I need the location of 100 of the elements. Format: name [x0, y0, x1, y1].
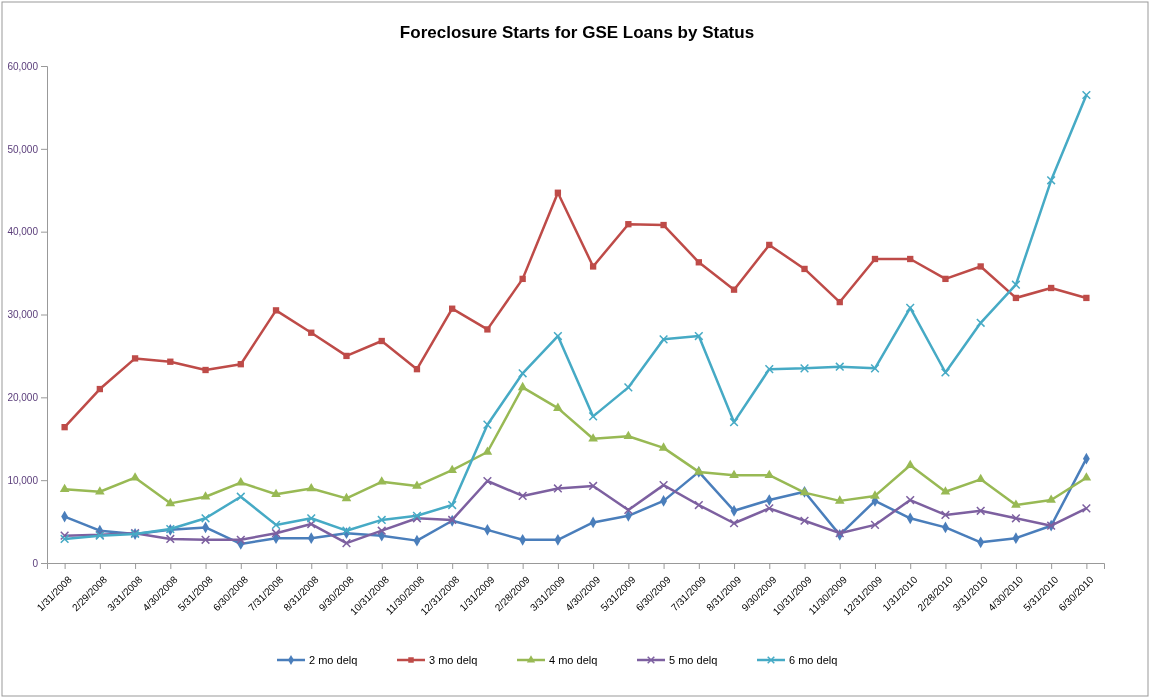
point: [730, 286, 738, 293]
point: [271, 528, 281, 538]
point: [905, 303, 915, 313]
point: [940, 486, 951, 495]
point: [1011, 513, 1021, 523]
point: [237, 361, 244, 368]
point: [167, 358, 174, 365]
point: [764, 503, 774, 513]
point: [306, 482, 317, 492]
point: [870, 520, 880, 530]
legend-label: 2 mo delq: [309, 654, 358, 666]
point: [836, 298, 843, 306]
y-tick-label: 50,000: [7, 143, 39, 155]
point: [519, 275, 526, 283]
point: [940, 510, 951, 520]
point: [694, 331, 704, 341]
point: [306, 513, 316, 523]
y-tick-label: 10,000: [7, 474, 39, 486]
point: [907, 255, 914, 263]
point: [659, 334, 669, 344]
point: [517, 381, 528, 391]
point: [341, 492, 352, 502]
point: [766, 241, 773, 249]
point: [589, 263, 597, 270]
point: [271, 488, 281, 498]
point: [554, 189, 562, 196]
point: [870, 490, 880, 499]
point: [59, 483, 70, 493]
point: [341, 526, 352, 536]
y-tick-label: 30,000: [7, 309, 39, 321]
point: [200, 491, 211, 500]
point: [413, 366, 421, 373]
legend-label: 3 mo delq: [429, 654, 478, 666]
point: [377, 526, 387, 536]
point: [905, 459, 916, 469]
point: [1081, 472, 1092, 481]
point: [660, 221, 667, 229]
point: [518, 491, 528, 501]
point: [236, 492, 246, 502]
point: [1011, 280, 1021, 290]
point: [306, 519, 316, 529]
point: [343, 352, 350, 360]
point: [131, 355, 139, 362]
point: [1083, 294, 1090, 302]
legend-label: 5 mo delq: [669, 654, 718, 666]
point: [625, 221, 632, 228]
point: [870, 363, 880, 373]
point: [482, 476, 492, 486]
point: [1046, 175, 1056, 185]
point: [1081, 90, 1091, 100]
point: [484, 326, 491, 333]
point: [553, 402, 563, 411]
point: [942, 275, 949, 283]
point: [449, 305, 456, 312]
point: [447, 500, 457, 510]
point: [694, 500, 704, 510]
point: [977, 263, 984, 270]
point: [377, 515, 387, 525]
point: [165, 534, 175, 544]
point: [588, 481, 598, 491]
y-tick-label: 60,000: [7, 60, 39, 72]
point: [271, 520, 281, 530]
point: [729, 417, 739, 427]
point: [1047, 284, 1055, 292]
point: [695, 259, 702, 266]
point: [729, 518, 739, 528]
point: [1046, 494, 1056, 503]
point: [202, 366, 209, 374]
point: [940, 367, 951, 378]
point: [729, 469, 739, 478]
point: [799, 516, 810, 526]
point: [764, 364, 774, 374]
point: [623, 382, 633, 392]
point: [623, 505, 633, 515]
point: [658, 442, 669, 451]
y-tick-label: 0: [32, 557, 39, 569]
point: [871, 255, 879, 263]
point: [200, 513, 211, 523]
point: [518, 368, 528, 378]
point: [200, 535, 211, 545]
point: [308, 329, 315, 336]
legend-label: 6 mo delq: [789, 654, 838, 666]
y-tick-label: 40,000: [7, 226, 39, 238]
point: [834, 495, 845, 504]
point: [905, 495, 915, 505]
point: [482, 420, 492, 430]
point: [659, 480, 669, 490]
point: [96, 385, 104, 393]
point: [165, 497, 176, 507]
point: [801, 265, 808, 273]
point: [378, 337, 385, 345]
point: [976, 318, 986, 328]
point: [588, 411, 598, 421]
point: [412, 480, 422, 489]
point: [1011, 499, 1021, 508]
point: [95, 486, 105, 495]
y-tick-label: 20,000: [7, 392, 39, 404]
point: [976, 506, 986, 516]
point: [235, 477, 246, 486]
chart-title: Foreclosure Starts for GSE Loans by Status: [399, 23, 755, 42]
